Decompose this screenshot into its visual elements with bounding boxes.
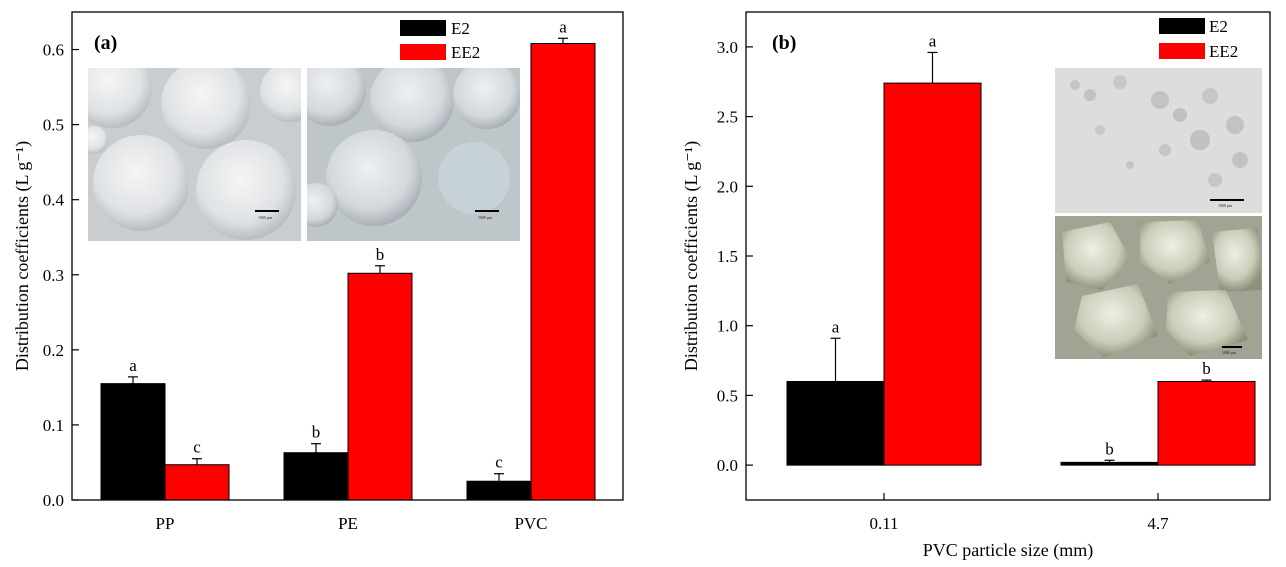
significance-letter: c	[495, 453, 503, 472]
inset-image-pp-beads: 1000 μm	[88, 68, 301, 241]
y-tick-label: 0.5	[43, 116, 64, 135]
x-tick-label: 0.11	[869, 514, 898, 533]
panel-label-b: (b)	[772, 32, 796, 54]
y-tick-label: 0.4	[43, 191, 65, 210]
y-tick-label: 2.5	[717, 108, 738, 127]
x-axis-b: 0.11 4.7	[869, 493, 1169, 533]
bar-e2	[786, 380, 885, 466]
y-axis-a: 0.0 0.1 0.2 0.3 0.4 0.5 0.6	[43, 41, 79, 510]
significance-letter: b	[312, 423, 321, 442]
bar-e2	[466, 480, 532, 501]
y-tick-label: 0.0	[717, 456, 738, 475]
legend-label-ee2: EE2	[451, 43, 480, 62]
inset-scale-label: 1000 μm	[478, 215, 493, 220]
panel-label-a: (a)	[94, 32, 117, 54]
x-tick-label: 4.7	[1147, 514, 1169, 533]
legend-b: E2 EE2	[1159, 17, 1238, 61]
significance-letter: a	[832, 317, 840, 336]
y-tick-label: 2.0	[717, 177, 738, 196]
bar-e2	[1060, 461, 1159, 466]
significance-letter: c	[193, 438, 201, 457]
bar-ee2	[530, 43, 596, 501]
bars-panel-b: a a b b	[786, 31, 1256, 466]
y-tick-label: 0.6	[43, 41, 64, 60]
x-tick-label: PP	[156, 514, 175, 533]
y-axis-b: 0.0 0.5 1.0 1.5 2.0 2.5 3.0	[717, 38, 753, 475]
x-tick-label: PE	[338, 514, 358, 533]
bar-e2	[283, 452, 349, 501]
x-tick-label: PVC	[514, 514, 547, 533]
inset-image-pvc-granules: 1000 μm	[1055, 216, 1262, 359]
y-tick-label: 0.2	[43, 341, 64, 360]
y-tick-label: 0.1	[43, 416, 64, 435]
significance-letter: a	[129, 356, 137, 375]
y-tick-label: 1.5	[717, 247, 738, 266]
legend-swatch-e2	[400, 20, 446, 36]
inset-scale-label: 1000 μm	[1218, 203, 1233, 208]
y-tick-label: 1.0	[717, 317, 738, 336]
inset-image-pvc-powder: 1000 μm	[1055, 68, 1262, 213]
bar-ee2	[1157, 380, 1256, 466]
legend-label-e2: E2	[451, 19, 470, 38]
y-tick-label: 0.3	[43, 266, 64, 285]
chart-panel-b: a a b b 1000 μm	[681, 11, 1271, 561]
bar-ee2	[164, 464, 230, 501]
legend-swatch-e2	[1159, 18, 1205, 34]
y-tick-label: 0.5	[717, 386, 738, 405]
significance-letter: b	[1105, 439, 1114, 458]
significance-letter: b	[1202, 359, 1211, 378]
legend-label-e2: E2	[1209, 17, 1228, 36]
legend-a: E2 EE2	[400, 19, 480, 62]
legend-swatch-ee2	[1159, 43, 1205, 59]
inset-scale-label: 1000 μm	[1222, 350, 1237, 355]
inset-scale-label: 1000 μm	[258, 215, 273, 220]
y-axis-title-a: Distribution coefficients (L g⁻¹)	[12, 141, 33, 371]
significance-letter: b	[376, 245, 385, 264]
significance-letter: a	[929, 31, 937, 50]
bars-panel-a: a c b b c a	[100, 17, 596, 501]
bar-e2	[100, 383, 166, 501]
bar-ee2	[883, 82, 982, 466]
inset-image-pe-beads: 1000 μm	[307, 68, 520, 241]
y-tick-label: 3.0	[717, 38, 738, 57]
x-axis-a: PP PE PVC	[156, 493, 548, 533]
significance-letter: a	[559, 17, 567, 36]
legend-swatch-ee2	[400, 44, 446, 60]
x-axis-title-b: PVC particle size (mm)	[923, 540, 1093, 561]
bar-ee2	[347, 272, 413, 501]
y-axis-title-b: Distribution coefficients (L g⁻¹)	[681, 141, 702, 371]
legend-label-ee2: EE2	[1209, 42, 1238, 61]
y-tick-label: 0.0	[43, 491, 64, 510]
